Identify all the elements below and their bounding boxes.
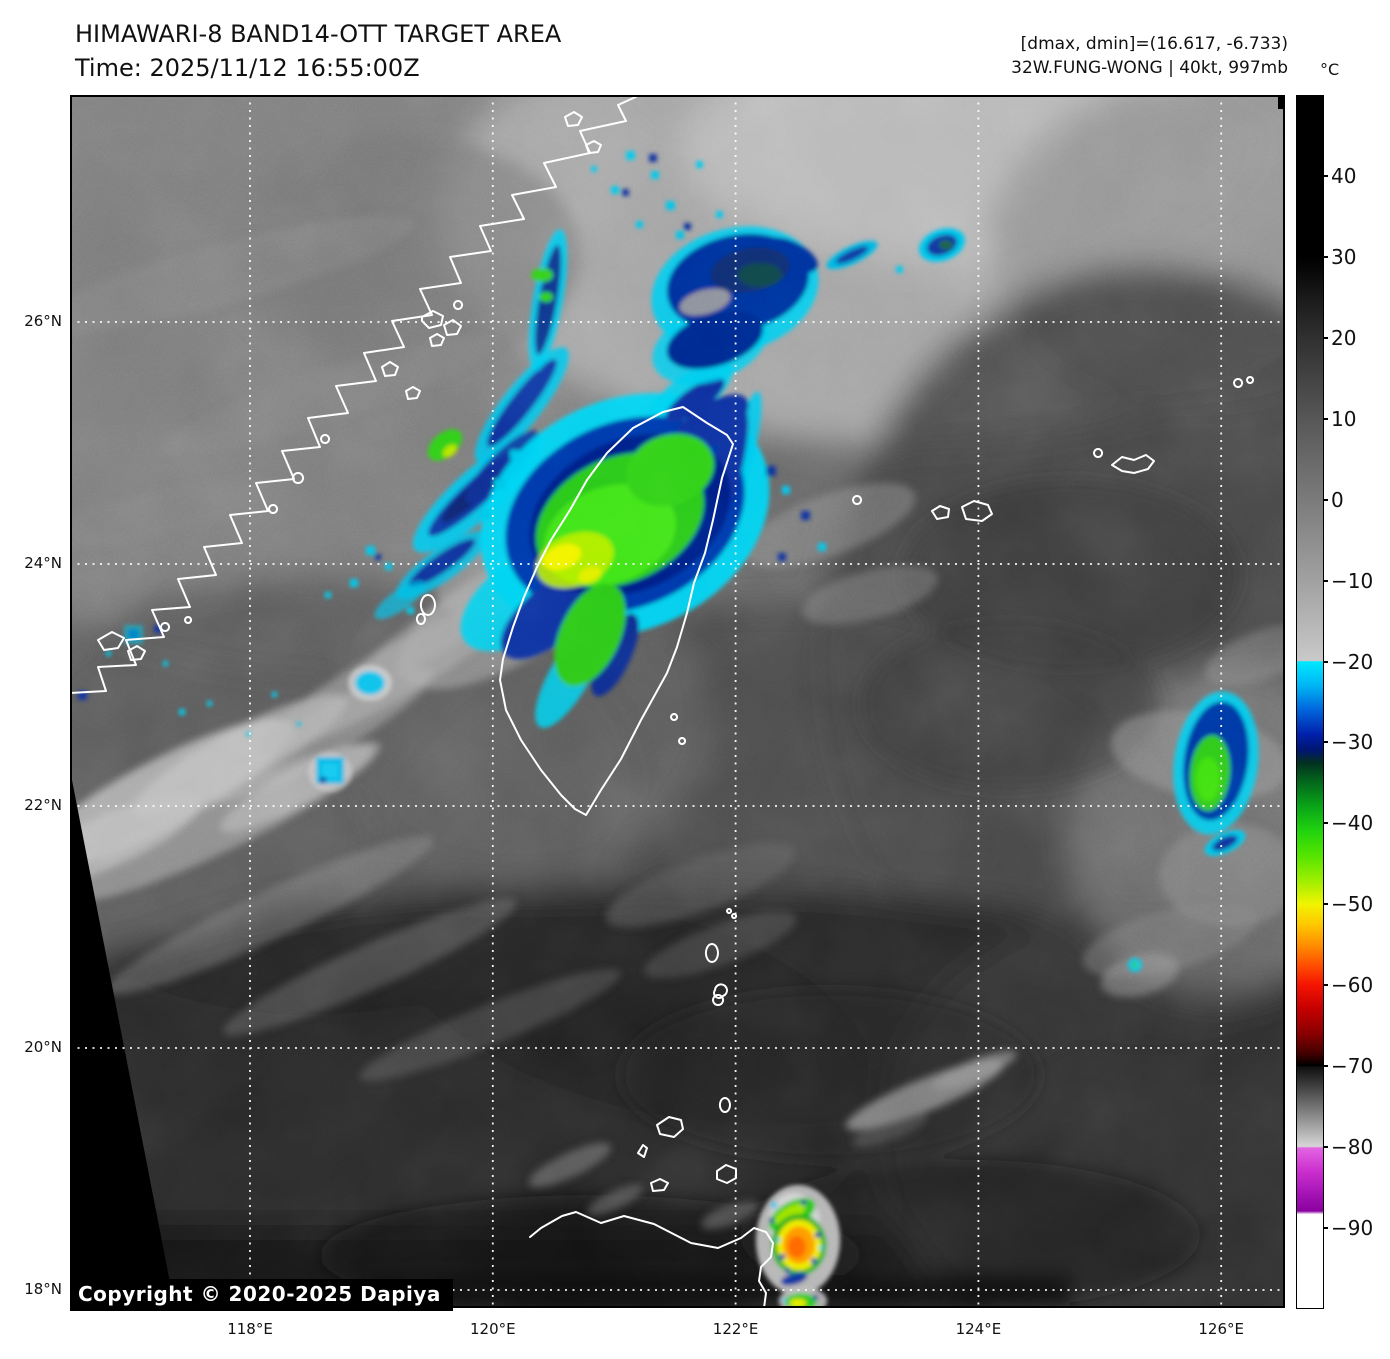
colorbar-tick-mark	[1323, 336, 1328, 339]
satellite-map	[70, 95, 1285, 1308]
lon-axis-label: 126°E	[1198, 1320, 1244, 1338]
colorbar-tick-label: −40	[1331, 811, 1374, 836]
lat-axis-label: 24°N	[24, 554, 62, 572]
colorbar-tick-mark	[1323, 498, 1328, 501]
colorbar-tick-mark	[1323, 660, 1328, 663]
coastline-green-island	[670, 713, 687, 745]
colorbar-tick-label: −90	[1331, 1216, 1374, 1241]
scan-edge-black-wedge	[70, 770, 175, 1308]
coastline-china-islands	[97, 111, 602, 661]
coastline-china	[70, 95, 641, 694]
scan-edge-notch	[1278, 95, 1285, 109]
copyright-notice: Copyright © 2020-2025 Dapiya	[70, 1279, 453, 1311]
lat-axis-label: 22°N	[24, 796, 62, 814]
colorbar-tick-mark	[1323, 822, 1328, 825]
lat-axis-label: 18°N	[24, 1280, 62, 1298]
colorbar-tick-mark	[1323, 1146, 1328, 1149]
colorbar-tick-label: 40	[1331, 163, 1357, 188]
colorbar-tick-label: −50	[1331, 892, 1374, 917]
figure-title: HIMAWARI-8 BAND14-OTT TARGET AREA	[75, 20, 562, 48]
coastline-batanes	[637, 1097, 737, 1192]
lat-axis-label: 20°N	[24, 1038, 62, 1056]
header-info: [dmax, dmin]=(16.617, -6.733) 32W.FUNG-W…	[1011, 32, 1288, 80]
colorbar-tick-label: −20	[1331, 649, 1374, 674]
colorbar-tick-mark	[1323, 417, 1328, 420]
lat-axis-label: 26°N	[24, 312, 62, 330]
colorbar-tick-mark	[1323, 255, 1328, 258]
lon-axis-label: 120°E	[469, 1320, 516, 1338]
satellite-image	[70, 95, 1285, 1308]
coastline-luzon	[529, 1211, 774, 1308]
grain-overlay	[70, 95, 1285, 1308]
colorbar-tick-mark	[1323, 903, 1328, 906]
data-range-label: [dmax, dmin]=(16.617, -6.733)	[1020, 34, 1288, 54]
colorbar-tick-mark	[1323, 741, 1328, 744]
colorbar	[1296, 95, 1324, 1309]
temperature-unit-label: °C	[1320, 60, 1340, 79]
colorbar-tick-mark	[1323, 579, 1328, 582]
coastline-ryukyu	[852, 376, 1255, 522]
coastline-babuyan	[704, 908, 738, 1006]
colorbar-tick-label: 20	[1331, 325, 1357, 350]
coastlines	[70, 95, 1255, 1308]
coastline-penghu	[415, 594, 436, 625]
colorbar-tick-label: −10	[1331, 568, 1374, 593]
colorbar-tick-label: 30	[1331, 244, 1357, 269]
map-border	[70, 95, 1285, 1308]
colorbar-tick-label: −70	[1331, 1054, 1374, 1079]
colorbar-tick-label: 10	[1331, 406, 1357, 431]
lon-axis-label: 118°E	[227, 1320, 273, 1338]
colorbar-tick-label: −30	[1331, 730, 1374, 755]
timestamp: Time: 2025/11/12 16:55:00Z	[75, 54, 420, 82]
colorbar-tick-mark	[1323, 984, 1328, 987]
colorbar-tick-mark	[1323, 1227, 1328, 1230]
colorbar-tick-label: 0	[1331, 487, 1344, 512]
colorbar-tick-mark	[1323, 174, 1328, 177]
colorbar-tick-label: −60	[1331, 973, 1374, 998]
storm-info-label: 32W.FUNG-WONG | 40kt, 997mb	[1011, 58, 1288, 78]
lon-axis-label: 122°E	[712, 1320, 759, 1338]
colorbar-tick-mark	[1323, 1065, 1328, 1068]
lon-axis-label: 124°E	[955, 1320, 1002, 1338]
colorbar-tick-label: −80	[1331, 1135, 1374, 1160]
coastline-taiwan	[499, 406, 734, 816]
